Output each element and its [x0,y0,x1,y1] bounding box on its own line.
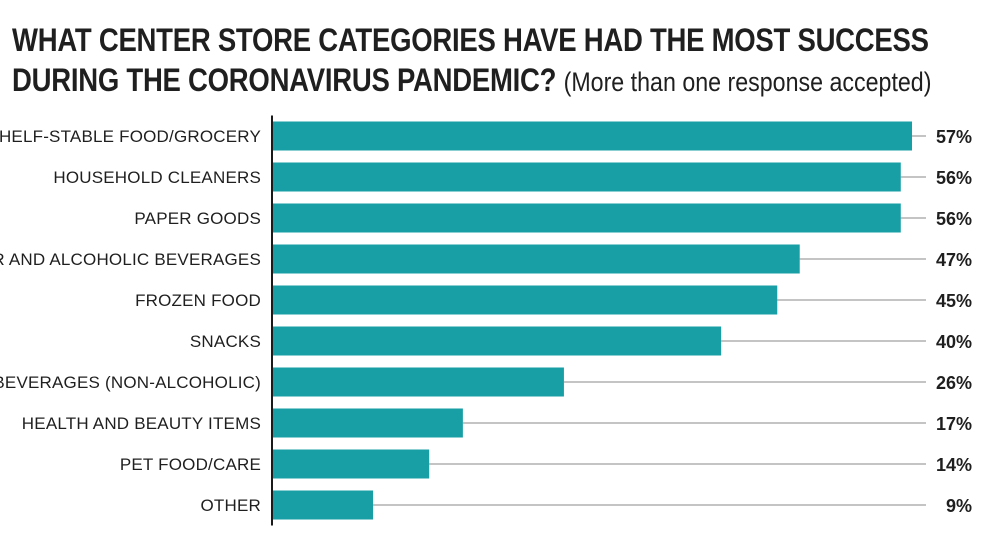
value-label: 9% [946,496,972,516]
value-label: 40% [936,332,972,352]
category-label: SHELF-STABLE FOOD/GROCERY [0,127,261,146]
bar-1 [272,162,901,192]
bar-0 [272,121,912,151]
bar-3 [272,244,800,274]
bar-6 [272,367,564,397]
category-label: OTHER [201,496,262,515]
category-label: HEALTH AND BEAUTY ITEMS [22,414,261,433]
bar-4 [272,285,778,315]
category-label: BEVERAGES (NON-ALCOHOLIC) [0,373,261,392]
chart-title-text-2: DURING THE CORONAVIRUS PANDEMIC? [12,62,557,98]
value-label: 56% [936,168,972,188]
chart-title-block: WHAT CENTER STORE CATEGORIES HAVE HAD TH… [12,20,987,102]
value-label: 17% [936,414,972,434]
category-label: FROZEN FOOD [135,291,261,310]
value-label: 14% [936,455,972,475]
value-label: 26% [936,373,972,393]
chart-title-line-2: DURING THE CORONAVIRUS PANDEMIC? (More t… [12,60,931,102]
value-label: 47% [936,250,972,270]
category-label: HOUSEHOLD CLEANERS [53,168,261,187]
chart-subtitle: (More than one response accepted) [563,67,932,97]
category-label: PAPER GOODS [134,209,261,228]
chart-title-line-1: WHAT CENTER STORE CATEGORIES HAVE HAD TH… [12,20,929,60]
bar-2 [272,203,901,233]
value-label: 57% [936,127,972,147]
bar-8 [272,449,430,479]
category-label: SNACKS [190,332,261,351]
bar-9 [272,490,374,520]
category-label: PET FOOD/CARE [120,455,261,474]
category-label: BEER AND ALCOHOLIC BEVERAGES [0,250,261,269]
bar-5 [272,326,722,356]
value-label: 45% [936,291,972,311]
value-label: 56% [936,209,972,229]
bar-7 [272,408,463,438]
chart-title-text-1: WHAT CENTER STORE CATEGORIES HAVE HAD TH… [12,22,929,58]
